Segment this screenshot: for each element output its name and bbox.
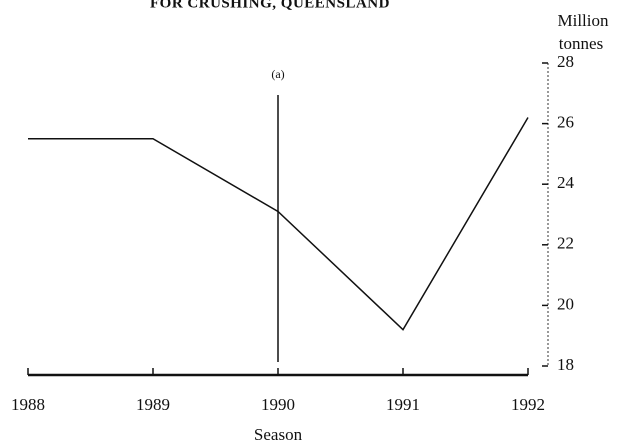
y-tick-label: 26: [557, 113, 574, 132]
x-tick-label: 1992: [511, 395, 545, 414]
y-tick-label: 20: [557, 294, 574, 313]
line: [28, 117, 529, 331]
y-tick-label: 24: [557, 173, 575, 192]
x-tick-label: 1990: [261, 395, 295, 414]
x-tick-label: 1989: [136, 395, 170, 414]
y-tick-label: 18: [557, 355, 574, 374]
x-tick-label: 1991: [386, 395, 420, 414]
x-axis-label: Season: [254, 425, 303, 443]
y-axis-label: tonnes: [559, 34, 603, 53]
chart-title: FOR CRUSHING, QUEENSLAND: [150, 0, 390, 11]
y-tick-label: 22: [557, 234, 574, 253]
y-tick-label: 28: [557, 52, 574, 71]
x-tick-label: 1988: [11, 395, 45, 414]
annotation-label: (a): [271, 67, 284, 81]
y-axis-label: Million: [557, 11, 609, 30]
